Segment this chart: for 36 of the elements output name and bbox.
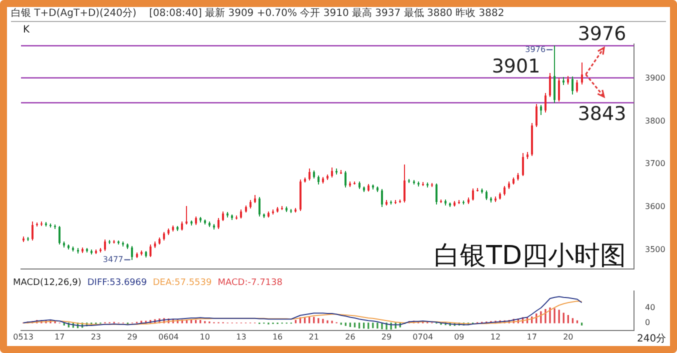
annotation: 3477 bbox=[102, 254, 124, 264]
x-tick-label: 29 bbox=[127, 332, 138, 342]
text: DIFF:53.6969 bbox=[87, 278, 147, 288]
x-tick-label: 17 bbox=[526, 332, 537, 342]
x-tick-label: 23 bbox=[90, 332, 102, 342]
y-tick-label: 40 bbox=[645, 302, 656, 312]
x-tick-label: 0704 bbox=[412, 332, 434, 342]
x-tick-label: 16 bbox=[272, 332, 283, 342]
x-tick-label: 17 bbox=[54, 332, 65, 342]
chart-title: MACD(12,26,9) bbox=[13, 278, 82, 288]
x-tick-label: 29 bbox=[381, 332, 392, 342]
text: DEA:57.5539 bbox=[152, 278, 212, 288]
x-tick-label: 09 bbox=[454, 332, 464, 342]
x-tick-label: 26 bbox=[345, 332, 356, 342]
y-tick-label: 3800 bbox=[645, 116, 666, 126]
ref-line-label: 3976 bbox=[578, 23, 626, 46]
text: MACD:-7.7138 bbox=[218, 278, 282, 288]
chart-subtitle: 白银 T+D(AgT+D)(240分) [08:08:40] 最新 3909 +0.70% 今开 3910 最高 3937 最低 3880 昨收 3882 bbox=[11, 7, 666, 22]
x-tick-label: 10 bbox=[200, 332, 210, 342]
y-tick-label: 3600 bbox=[645, 202, 666, 212]
x-tick-label: 13 bbox=[236, 332, 246, 342]
y-tick-label: 3900 bbox=[645, 73, 666, 82]
y-tick-label: 3700 bbox=[645, 159, 666, 168]
text: K bbox=[23, 24, 30, 36]
ref-line-label: 3843 bbox=[578, 103, 626, 126]
x-tick-label: 0513 bbox=[13, 332, 34, 342]
y-tick-label: 3500 bbox=[645, 244, 666, 254]
text: 240分 bbox=[637, 332, 666, 345]
x-tick-label: 0604 bbox=[158, 332, 179, 342]
y-tick-label: 0 bbox=[645, 318, 650, 327]
x-tick-label: 21 bbox=[308, 332, 319, 342]
ref-line-label: 3901 bbox=[492, 55, 540, 78]
annotation: 3976 bbox=[525, 44, 546, 54]
x-tick-label: 20 bbox=[563, 332, 574, 342]
x-tick-label: 12 bbox=[490, 332, 501, 342]
text: 白银TD四小时图 bbox=[434, 240, 626, 273]
